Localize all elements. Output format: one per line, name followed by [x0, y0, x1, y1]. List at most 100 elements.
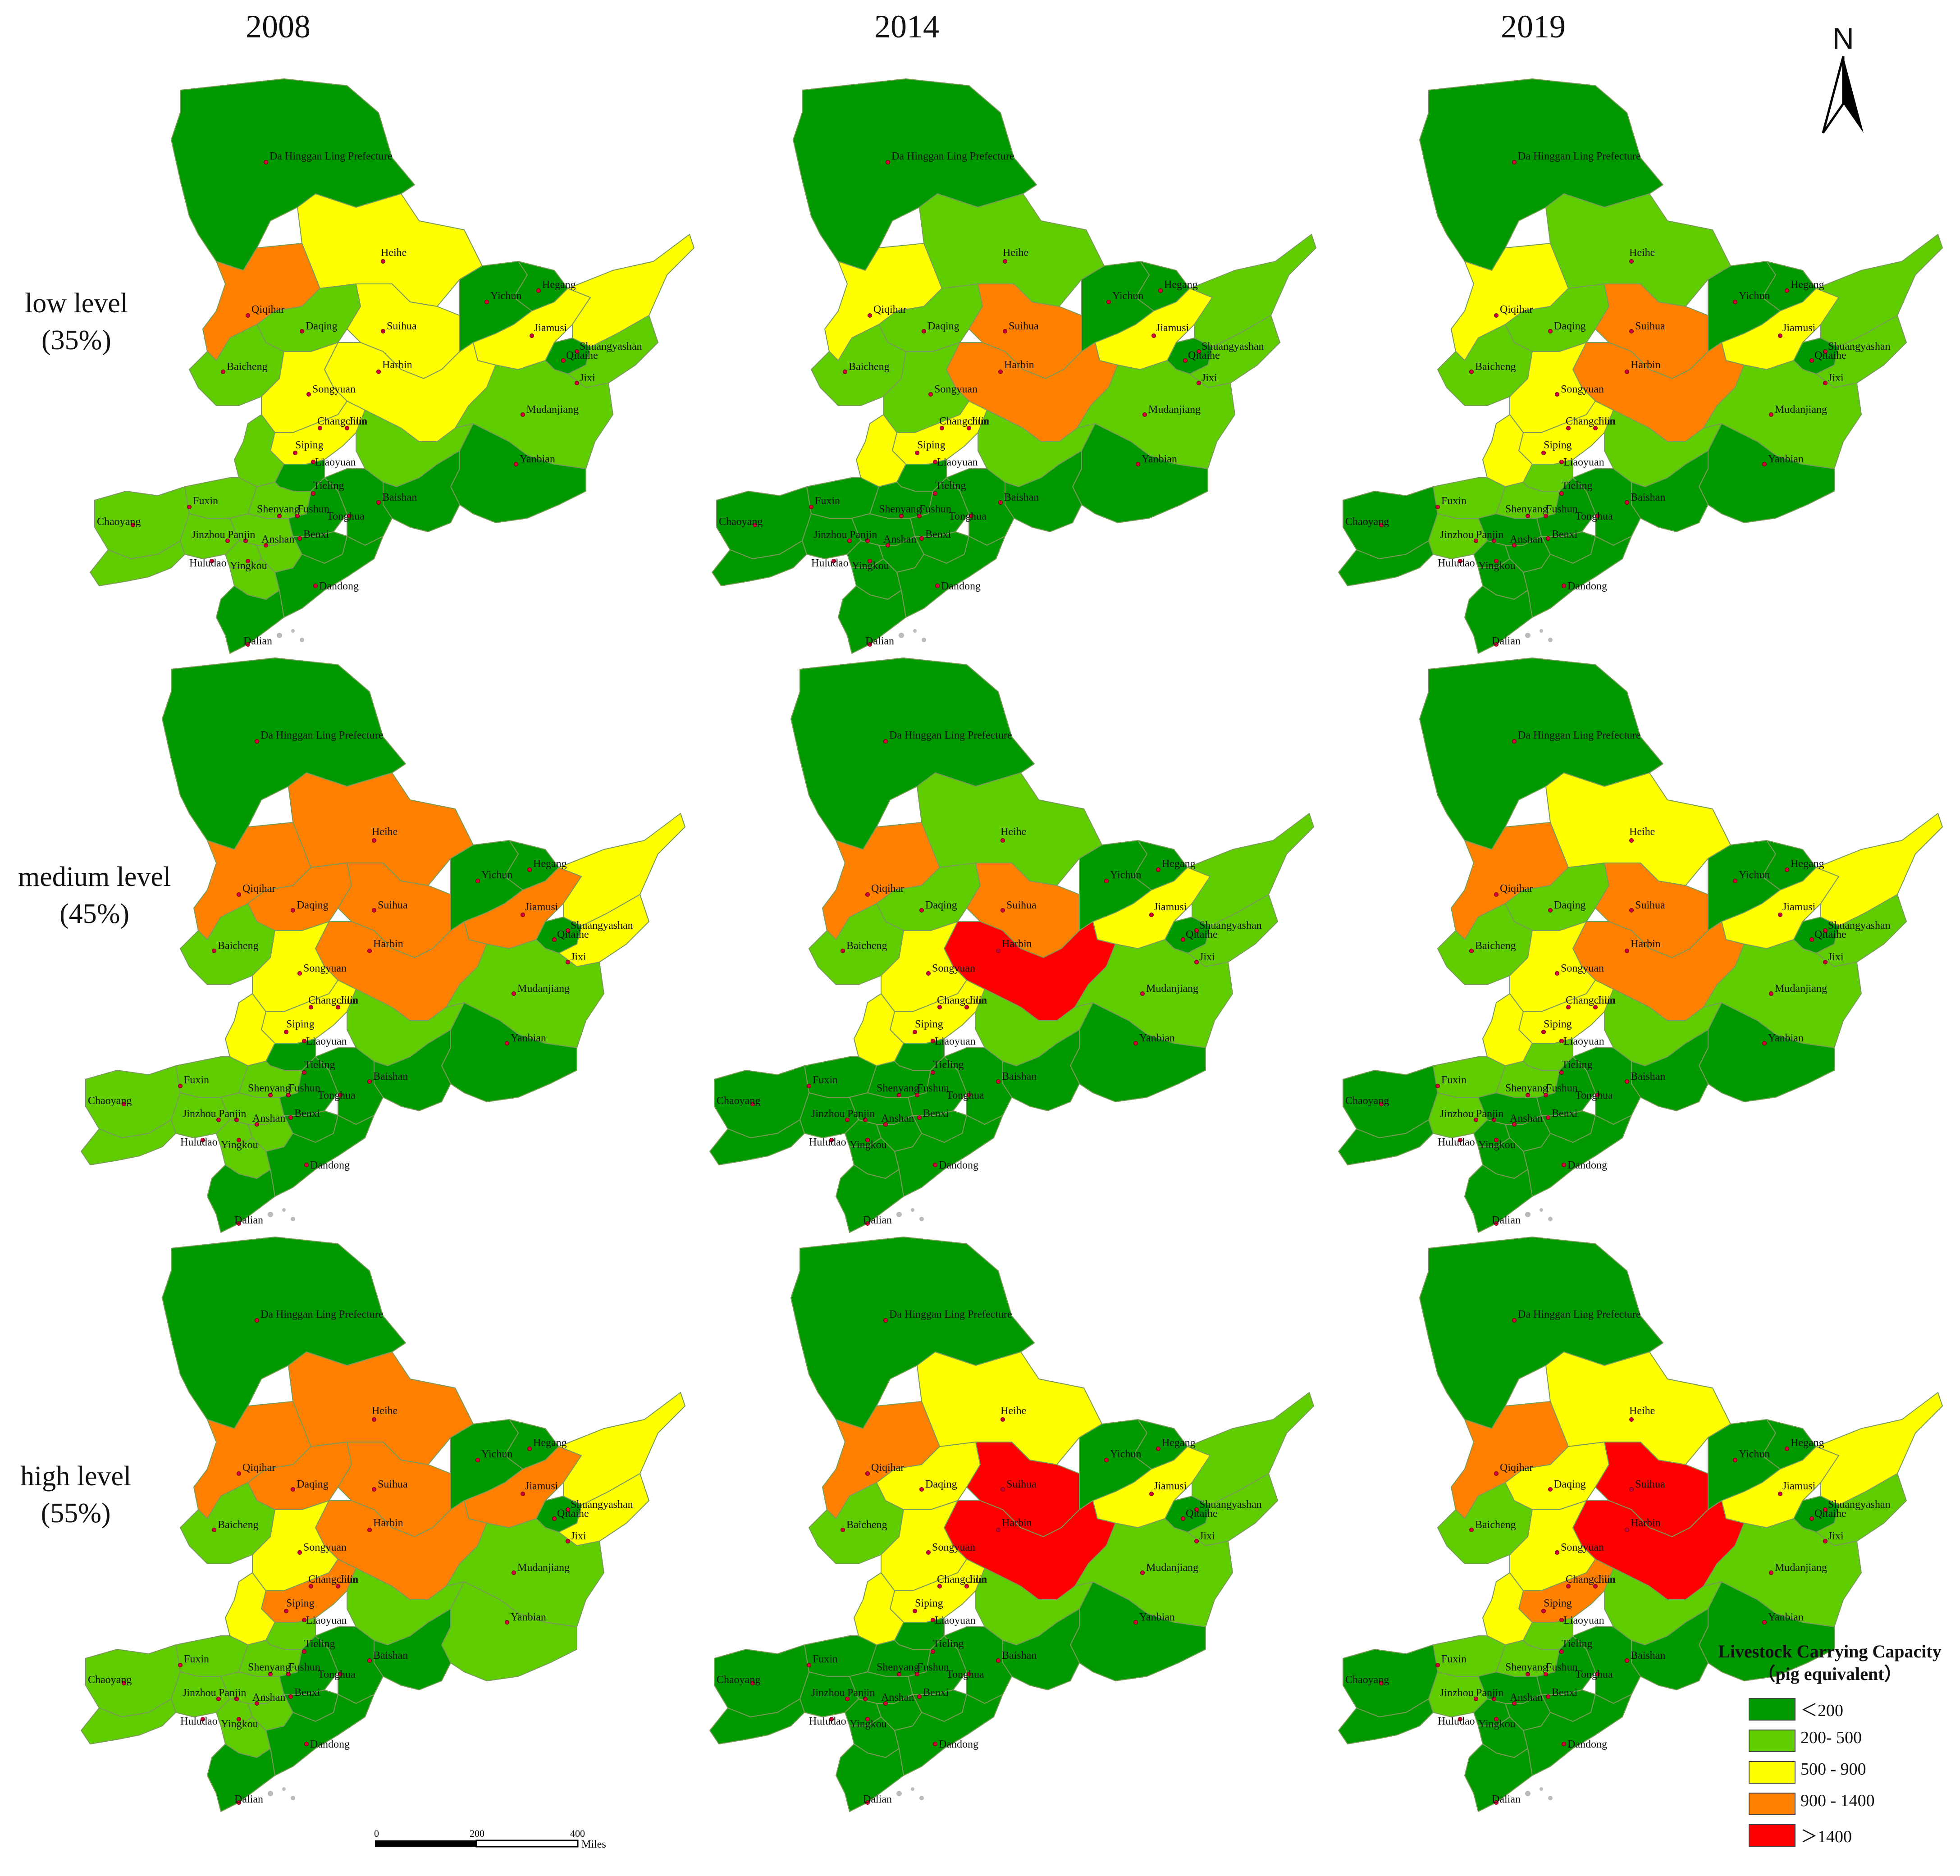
city-dot-songyuan	[297, 1550, 302, 1555]
island-mark	[291, 1217, 295, 1221]
city-dot-baicheng	[1469, 370, 1474, 374]
row-title-medium: medium level (45%)	[18, 858, 171, 932]
city-dot-jilin	[336, 1584, 340, 1588]
city-label-liaoyuan: Liaoyuan	[315, 456, 356, 468]
city-label-tieling: Tieling	[1562, 1638, 1592, 1650]
city-dot-huludao	[829, 1717, 834, 1721]
city-label-da-hinggan-ling-prefecture: Da Hinggan Ling Prefecture	[891, 151, 1014, 162]
region-dandong	[894, 1694, 1003, 1776]
city-label-fuxin: Fuxin	[184, 1074, 209, 1086]
city-label-yingkou: Yingkou	[1478, 1718, 1516, 1730]
city-dot-baishan	[367, 1079, 372, 1084]
city-dot-harbin	[367, 1528, 372, 1532]
city-label-heihe: Heihe	[1003, 247, 1028, 259]
city-label-shuangyashan: Shuangyashan	[1202, 341, 1264, 352]
city-label-dandong: Dandong	[1567, 1739, 1607, 1750]
city-dot-hegang	[1785, 288, 1789, 293]
city-dot-shuangyashan	[566, 1507, 570, 1512]
city-label-benxi: Benxi	[294, 1108, 320, 1119]
level-pct: (55%)	[41, 1498, 111, 1529]
city-label-benxi: Benxi	[1552, 1687, 1578, 1698]
city-label-benxi: Benxi	[923, 1108, 949, 1119]
city-dot-fuxin	[809, 505, 813, 509]
city-label-siping: Siping	[286, 1598, 315, 1609]
city-label-yichun: Yichun	[1110, 1448, 1141, 1460]
city-label-yanbian: Yanbian	[1768, 453, 1804, 465]
city-dot-panjin	[243, 539, 248, 543]
city-label-baicheng: Baicheng	[846, 940, 887, 952]
city-label-shenyang: Shenyang	[877, 1082, 919, 1094]
city-dot-liaoyuan	[1559, 1039, 1564, 1043]
city-dot-jixi	[566, 1539, 570, 1543]
city-dot-daqing	[1548, 1487, 1553, 1492]
city-label-tieling: Tieling	[313, 480, 344, 492]
city-dot-fushun	[1544, 1093, 1548, 1097]
city-dot-songyuan	[1555, 1550, 1559, 1555]
city-label-qiqihar: Qiqihar	[873, 304, 906, 315]
city-label-panjin: Panjin	[1476, 1687, 1503, 1699]
city-label-baicheng: Baicheng	[1475, 1519, 1516, 1531]
city-dot-baishan	[996, 1079, 1001, 1084]
city-dot-dandong	[313, 584, 318, 588]
city-dot-jiamusi	[1778, 913, 1782, 917]
city-dot-yanbian	[1133, 1620, 1138, 1625]
city-label-fuxin: Fuxin	[1441, 495, 1467, 507]
region-huludao	[712, 540, 807, 586]
city-label-songyuan: Songyuan	[312, 383, 356, 395]
city-dot-siping	[915, 451, 919, 455]
city-label-yichun: Yichun	[490, 290, 521, 302]
city-dot-shenyang	[268, 1093, 273, 1097]
region-huludao	[81, 1119, 176, 1165]
city-dot-chaoyang	[1379, 1681, 1384, 1685]
city-dot-yanbian	[1133, 1041, 1138, 1045]
island-mark	[919, 1796, 924, 1800]
row-title-low: low level (35%)	[25, 285, 128, 359]
city-dot-harbin	[1625, 949, 1629, 953]
city-label-shuangyashan: Shuangyashan	[1199, 920, 1262, 931]
city-label-hegang: Hegang	[542, 279, 576, 291]
city-label-songyuan: Songyuan	[1561, 963, 1604, 974]
city-label-chaoyang: Chaoyang	[1345, 516, 1389, 528]
city-dot-jinzhou	[1474, 539, 1478, 543]
city-dot-fuxin	[178, 1663, 183, 1667]
city-dot-mudanjiang	[512, 991, 516, 996]
island-mark	[1540, 629, 1543, 633]
city-dot-baicheng	[1469, 949, 1474, 953]
city-label-siping: Siping	[1544, 439, 1572, 451]
city-dot-panjin	[865, 539, 870, 543]
city-label-da-hinggan-ling-prefecture: Da Hinggan Ling Prefecture	[260, 1309, 384, 1320]
city-dot-huludao	[832, 559, 836, 563]
city-label-dandong: Dandong	[310, 1739, 350, 1750]
city-dot-yingkou	[246, 559, 250, 563]
city-label-qitaihe: Qitaihe	[557, 929, 589, 940]
region-tonghua	[1572, 1626, 1641, 1704]
city-dot-songyuan	[926, 971, 931, 976]
city-label-jiamusi: Jiamusi	[525, 901, 558, 913]
legend: Livestock Carrying Capacity （pig equival…	[1704, 1640, 1956, 1849]
city-label-heihe: Heihe	[1629, 1405, 1655, 1417]
city-dot-huludao	[1458, 559, 1462, 563]
city-dot-baicheng	[221, 370, 225, 374]
city-label-siping: Siping	[1544, 1598, 1572, 1609]
city-label-suihua: Suihua	[1006, 1479, 1037, 1490]
city-dot-jinzhou	[1474, 1118, 1478, 1122]
city-label-changchun: Changchun	[308, 995, 357, 1006]
city-dot-baishan	[376, 500, 381, 505]
city-dot-yanbian	[1762, 1620, 1767, 1625]
city-label-da-hinggan-ling-prefecture: Da Hinggan Ling Prefecture	[1518, 730, 1641, 741]
map-panel-high-level-2019: Da Hinggan Ling Prefecture Heihe Yichun Heg…	[1316, 1230, 1947, 1812]
city-dot-da-hinggan-ling-prefecture	[255, 1318, 259, 1323]
legend-swatch	[1749, 1698, 1796, 1721]
city-label-jinzhou: Jinzhou	[192, 529, 225, 541]
city-label-mudanjiang: Mudanjiang	[517, 1562, 570, 1574]
city-dot-chaoyang	[1379, 1102, 1384, 1106]
city-label-yichun: Yichun	[481, 1448, 512, 1460]
region-tonghua	[946, 468, 1014, 546]
city-dot-yichun	[475, 879, 480, 883]
city-label-chaoyang: Chaoyang	[1345, 1095, 1389, 1107]
city-label-chaoyang: Chaoyang	[717, 1095, 760, 1107]
region-tonghua	[315, 1626, 384, 1704]
city-label-yingkou: Yingkou	[850, 1139, 887, 1151]
city-dot-heihe	[372, 838, 376, 843]
region-baishan	[374, 1608, 451, 1690]
